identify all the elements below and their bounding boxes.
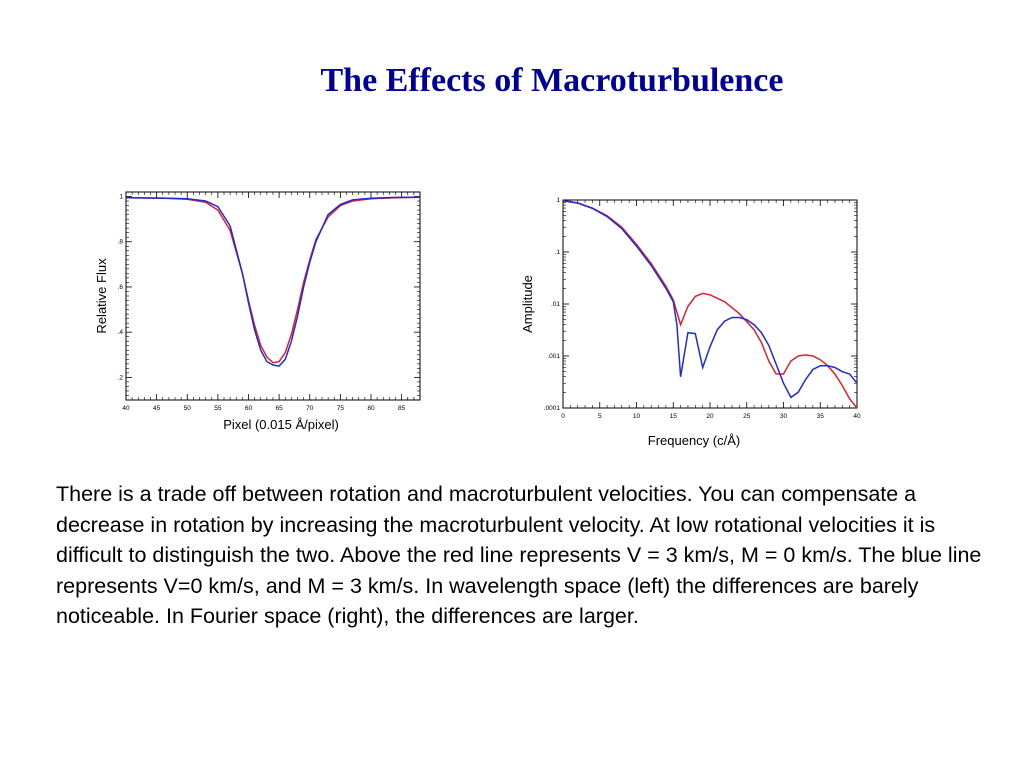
y-tick-label: .0001 <box>544 405 561 412</box>
x-tick-label: 35 <box>817 413 825 420</box>
x-tick-label: 85 <box>398 405 406 412</box>
y-tick-label: .1 <box>555 249 561 256</box>
x-tick-label: 0 <box>561 413 565 420</box>
y-tick-label: .2 <box>118 374 124 381</box>
plot-frame <box>125 191 421 401</box>
x-tick-label: 5 <box>598 413 602 420</box>
blue-series-line <box>563 200 857 399</box>
chart-relative-flux: 40 45 50 55 60 65 70 75 80 85 1 .8 .6 .4 .2 Pixel (0.01… <box>94 191 421 432</box>
slide-title: The Effects of Macroturbulence <box>320 62 784 99</box>
chart-fourier-amplitude: 0 5 10 15 20 25 30 35 40 1 .1 .01 .001 .0001 Frequency… <box>520 197 861 448</box>
x-tick-label: 65 <box>276 405 284 412</box>
y-axis-label: Relative Flux <box>94 258 109 334</box>
x-tick-label: 75 <box>337 405 345 412</box>
red-series-line <box>563 200 857 408</box>
red-series-line <box>126 196 420 364</box>
x-tick-label: 45 <box>153 405 161 412</box>
x-tick-label: 10 <box>633 413 641 420</box>
x-tick-label: 60 <box>245 405 253 412</box>
x-tick-label: 70 <box>306 405 314 412</box>
y-tick-label: .6 <box>118 284 124 291</box>
y-tick-label: 1 <box>556 197 560 204</box>
x-tick-label: 80 <box>367 405 375 412</box>
slide-caption: There is a trade off between rotation an… <box>56 482 982 628</box>
y-tick-label: .4 <box>118 329 124 336</box>
x-tick-label: 15 <box>670 413 678 420</box>
x-axis-label: Pixel (0.015 Å/pixel) <box>223 417 339 432</box>
x-tick-label: 55 <box>214 405 222 412</box>
x-tick-label: 25 <box>743 413 751 420</box>
y-tick-label: .8 <box>118 239 124 246</box>
x-tick-label: 30 <box>780 413 788 420</box>
plot-frame <box>562 199 858 409</box>
x-tick-label: 50 <box>184 405 192 412</box>
y-tick-label: 1 <box>119 194 123 201</box>
y-tick-label: .001 <box>547 353 560 360</box>
blue-series-line <box>126 196 420 367</box>
x-axis-label: Frequency (c/Å) <box>648 433 740 448</box>
x-tick-label: 40 <box>853 413 861 420</box>
y-axis-label: Amplitude <box>520 275 535 333</box>
x-tick-label: 20 <box>706 413 714 420</box>
x-tick-label: 40 <box>122 405 130 412</box>
y-tick-label: .01 <box>551 301 560 308</box>
